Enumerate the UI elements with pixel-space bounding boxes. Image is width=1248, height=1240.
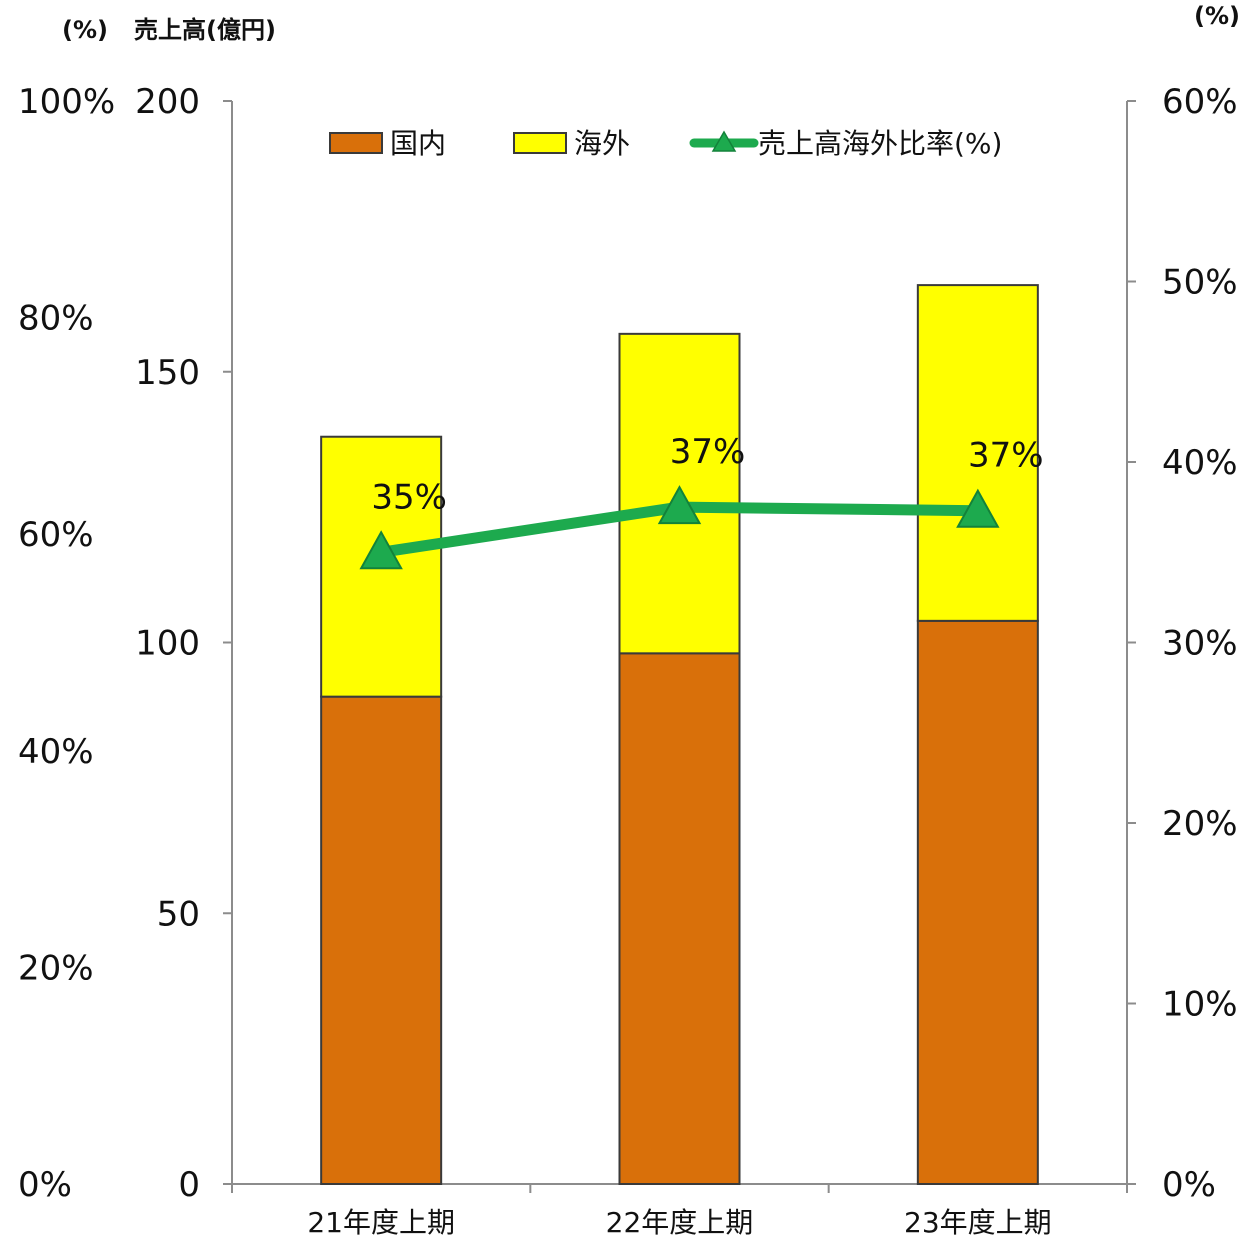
x-axis-category-label: 23年度上期: [904, 1206, 1052, 1236]
legend-swatch-ratio-marker: [711, 130, 737, 152]
bar-segment-domestic: [618, 652, 741, 1185]
legend-swatch-domestic: [329, 132, 383, 154]
right-axis-tick-label: 60%: [1162, 82, 1238, 122]
bars-layer: [320, 284, 1039, 1186]
right-axis-tick-label: 50%: [1162, 263, 1238, 303]
left-percent-tick-label: 0%: [18, 1165, 72, 1205]
left-percent-tick-label: 20%: [18, 948, 94, 988]
left-percent-tick-label: 60%: [18, 515, 94, 555]
right-axis-unit-label: (%): [1194, 2, 1240, 30]
left-axis-title: 売上高(億円): [134, 16, 276, 44]
ratio-data-label: 37%: [968, 436, 1044, 476]
left-axis-tick-label: 50: [157, 894, 200, 934]
left-axis-tick-label: 200: [135, 82, 200, 122]
ratio-point-triangle: [359, 530, 403, 570]
legend-swatch-overseas: [513, 132, 567, 154]
legend-label-domestic: 国内: [390, 127, 446, 160]
left-percent-tick-label: 80%: [18, 299, 94, 339]
ratio-point-triangle: [956, 488, 1000, 528]
left-percent-tick-label: 40%: [18, 732, 94, 772]
bar-segment-overseas: [916, 284, 1039, 622]
ratio-line-layer: 35% 37% 37%: [359, 432, 1044, 570]
axes-layer: 0 50 100 150 200 0% 20% 40% 60% 80% 100% 0% 10% 20% 30…: [18, 82, 1238, 1239]
ratio-point-triangle: [657, 485, 702, 525]
legend: 国内 海外 売上高海外比率(%): [329, 127, 1002, 160]
left-percent-unit-label: (%): [62, 16, 108, 44]
right-axis-tick-label: 0%: [1162, 1165, 1216, 1205]
ratio-data-label: 37%: [670, 432, 746, 472]
right-axis-tick-label: 10%: [1162, 985, 1238, 1025]
left-axis-tick-label: 0: [178, 1165, 200, 1205]
bar-segment-domestic: [916, 619, 1039, 1185]
left-axis-tick-label: 150: [135, 353, 200, 393]
right-axis-tick-label: 20%: [1162, 804, 1238, 844]
legend-label-overseas: 海外: [574, 127, 630, 160]
left-axis-tick-label: 100: [135, 624, 200, 664]
left-percent-tick-label: 100%: [18, 82, 115, 122]
x-axis-category-label: 21年度上期: [307, 1206, 455, 1236]
right-axis-tick-label: 30%: [1162, 624, 1238, 664]
x-axis-category-label: 22年度上期: [606, 1206, 754, 1236]
right-axis-tick-label: 40%: [1162, 443, 1238, 483]
bar-segment-domestic: [320, 695, 443, 1186]
ratio-data-label: 35%: [371, 477, 447, 517]
legend-label-ratio: 売上高海外比率(%): [758, 127, 1002, 160]
